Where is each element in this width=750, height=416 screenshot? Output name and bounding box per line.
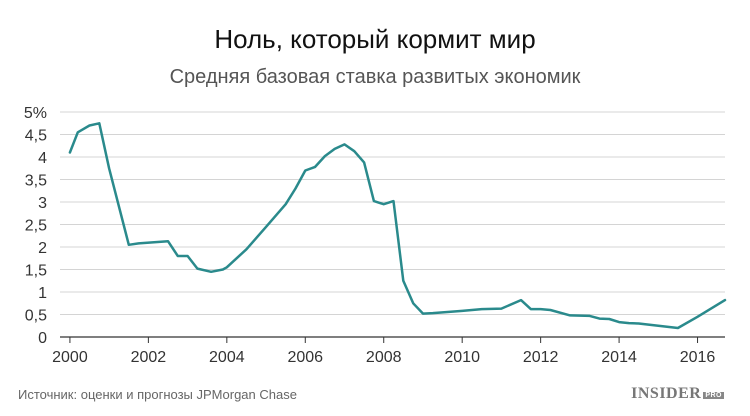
- y-tick-label: 4: [38, 150, 47, 167]
- y-tick-label: 3: [38, 195, 47, 212]
- x-tick-label: 2004: [209, 349, 245, 366]
- x-tick-label: 2010: [444, 349, 480, 366]
- insider-pro-logo: INSIDER PRO: [631, 385, 724, 403]
- grid-lines: [60, 111, 725, 315]
- x-tick-label: 2002: [131, 349, 167, 366]
- axes: [60, 336, 725, 343]
- x-tick-label: 2006: [287, 349, 323, 366]
- x-tick-label: 2000: [52, 349, 88, 366]
- y-tick-label: 3,5: [25, 173, 47, 190]
- x-tick-label: 2012: [523, 349, 559, 366]
- logo-text: INSIDER: [631, 385, 702, 402]
- source-note: Источник: оценки и прогнозы JPMorgan Cha…: [18, 387, 297, 402]
- x-tick-label: 2008: [366, 349, 402, 366]
- y-tick-label: 4,5: [25, 128, 47, 145]
- chart-title: Ноль, который кормит мир: [214, 24, 536, 54]
- x-tick-label: 2014: [601, 349, 637, 366]
- y-tick-label: 0: [38, 330, 47, 347]
- y-tick-label: 2,5: [25, 218, 47, 235]
- logo-pro-badge: PRO: [703, 392, 724, 399]
- x-tick-label: 2016: [680, 349, 716, 366]
- y-tick-label: 0,5: [25, 308, 47, 325]
- chart-subtitle: Средняя базовая ставка развитых экономик: [169, 66, 581, 88]
- y-tick-label: 2: [38, 240, 47, 257]
- series-layer: [68, 122, 727, 330]
- y-tick-label: 5%: [24, 105, 47, 122]
- tick-labels: 0 0,5 1 1,5 2 2,5 3 3,5 4 4,5 5% 2000 2002 2004 2006 20…: [24, 105, 716, 366]
- y-tick-label: 1,5: [25, 263, 47, 280]
- series-line: [68, 122, 727, 330]
- y-tick-label: 1: [38, 285, 47, 302]
